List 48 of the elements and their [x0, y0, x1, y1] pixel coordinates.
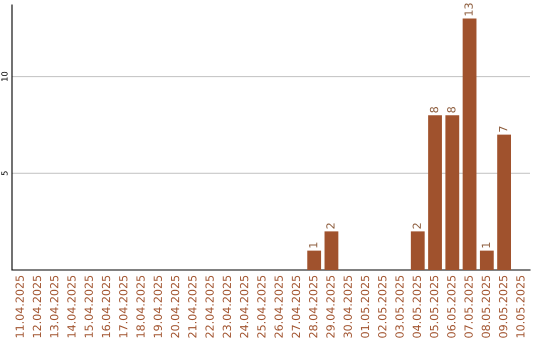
data-label: 2 — [412, 223, 421, 229]
bar — [480, 250, 494, 270]
x-tick-label: 30.04.2025 — [344, 276, 352, 338]
x-tick-label: 10.05.2025 — [516, 276, 525, 338]
x-tick-label: 13.04.2025 — [50, 276, 58, 338]
x-tick-label: 09.05.2025 — [498, 276, 508, 338]
data-label: 8 — [430, 107, 438, 113]
x-tick-label: 06.05.2025 — [447, 276, 456, 338]
bar — [445, 115, 460, 270]
x-tick-label: 20.04.2025 — [170, 276, 180, 338]
data-label: 8 — [447, 107, 456, 113]
bar — [324, 231, 338, 270]
x-tick-label: 23.04.2025 — [222, 276, 232, 338]
x-tick-label: 24.04.2025 — [240, 276, 248, 338]
x-tick-label: 14.04.2025 — [67, 276, 76, 338]
x-tick-label: 21.04.2025 — [188, 276, 197, 338]
bar — [462, 18, 476, 270]
data-label: 2 — [326, 223, 334, 229]
data-label: 7 — [499, 126, 508, 132]
x-tick-label: 04.05.2025 — [412, 276, 421, 338]
x-tick-label: 25.04.2025 — [257, 276, 266, 338]
bar — [497, 134, 512, 270]
x-tick-label: 07.05.2025 — [464, 276, 473, 338]
x-tick-label: 12.04.2025 — [32, 276, 42, 338]
bar — [307, 250, 322, 270]
bar — [410, 231, 425, 270]
x-tick-label: 08.05.2025 — [482, 276, 490, 338]
x-tick-label: 15.04.2025 — [84, 276, 93, 338]
x-tick-label: 17.04.2025 — [119, 276, 128, 338]
data-label: 1 — [482, 242, 490, 248]
data-label: 1 — [309, 242, 318, 248]
x-tick-label: 22.04.2025 — [205, 276, 214, 338]
x-tick-label: 26.04.2025 — [274, 276, 283, 338]
x-tick-label: 16.04.2025 — [102, 276, 110, 338]
y-tick-label: 10 — [1, 72, 8, 81]
x-tick-label: 03.05.2025 — [395, 276, 404, 338]
x-tick-label: 29.04.2025 — [326, 276, 335, 338]
bar — [428, 115, 442, 270]
x-tick-label: 28.04.2025 — [308, 276, 318, 338]
x-tick-label: 02.05.2025 — [378, 276, 386, 338]
data-label: 13 — [464, 3, 473, 16]
x-tick-label: 01.05.2025 — [360, 276, 370, 338]
x-tick-label: 18.04.2025 — [136, 276, 145, 338]
y-tick-label: 5 — [1, 171, 8, 176]
x-tick-label: 05.05.2025 — [430, 276, 438, 338]
x-tick-label: 19.04.2025 — [154, 276, 162, 338]
x-tick-label: 27.04.2025 — [292, 276, 300, 338]
x-tick-label: 11.04.2025 — [15, 276, 24, 338]
